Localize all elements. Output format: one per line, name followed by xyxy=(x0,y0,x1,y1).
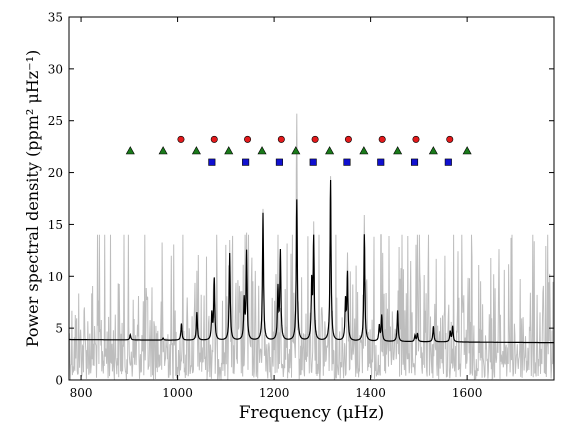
mode-l1-triangle xyxy=(325,146,335,155)
mode-l0-circle xyxy=(311,135,319,143)
y-tick-label: 25 xyxy=(48,114,63,128)
mode-markers-layer xyxy=(125,135,472,166)
mode-l1-triangle xyxy=(191,146,201,155)
mode-l1-triangle xyxy=(393,146,403,155)
x-tick-label: 1000 xyxy=(162,386,193,400)
mode-l2-square xyxy=(275,158,283,166)
mode-l0-circle xyxy=(378,135,386,143)
y-tick-label: 10 xyxy=(48,270,63,284)
mode-l1-triangle xyxy=(359,146,369,155)
y-tick-label: 5 xyxy=(55,322,63,336)
mode-l0-circle xyxy=(210,135,218,143)
mode-l0-circle xyxy=(244,135,252,143)
mode-l2-square xyxy=(410,158,419,166)
mode-l0-circle xyxy=(446,135,454,143)
mode-l1-triangle xyxy=(462,146,472,155)
mode-l1-triangle xyxy=(257,146,267,155)
y-tick-label: 35 xyxy=(48,11,63,25)
x-axis-label: Frequency (μHz) xyxy=(239,403,384,423)
mode-l2-square xyxy=(309,158,317,166)
mode-l1-triangle xyxy=(158,146,168,155)
axis-ticks: 800 1000 1200 1400 1600 0 5 10 15 20 25 30 35 xyxy=(48,11,554,400)
mode-l2-square xyxy=(208,158,216,166)
x-tick-label: 1200 xyxy=(259,386,290,400)
mode-l2-square xyxy=(444,158,452,166)
x-tick-label: 1400 xyxy=(355,386,386,400)
mode-l1-triangle xyxy=(291,146,301,155)
mode-l1-triangle xyxy=(428,146,438,155)
x-tick-label: 800 xyxy=(70,386,93,400)
plot-frame xyxy=(68,16,555,381)
y-tick-label: 20 xyxy=(48,166,63,180)
mode-l1-triangle xyxy=(224,146,234,155)
smoothed-fit-line xyxy=(69,179,554,344)
mode-l2-square xyxy=(377,158,385,166)
y-tick-label: 15 xyxy=(48,218,63,232)
mode-l0-circle xyxy=(177,135,185,143)
mode-l2-square xyxy=(242,158,250,166)
x-tick-label: 1600 xyxy=(452,386,483,400)
smoothed-fit-layer xyxy=(69,179,554,344)
raw-spectrum-line xyxy=(69,113,554,380)
y-tick-label: 0 xyxy=(55,374,63,388)
mode-l0-circle xyxy=(344,135,352,143)
mode-l2-square xyxy=(343,158,351,166)
mode-l0-circle xyxy=(277,135,285,143)
raw-spectrum-layer xyxy=(69,113,554,380)
y-axis-label: Power spectral density (ppm² μHz⁻¹) xyxy=(23,50,42,348)
mode-l1-triangle xyxy=(125,146,135,155)
y-tick-label: 30 xyxy=(48,62,63,76)
mode-l0-circle xyxy=(412,135,420,143)
